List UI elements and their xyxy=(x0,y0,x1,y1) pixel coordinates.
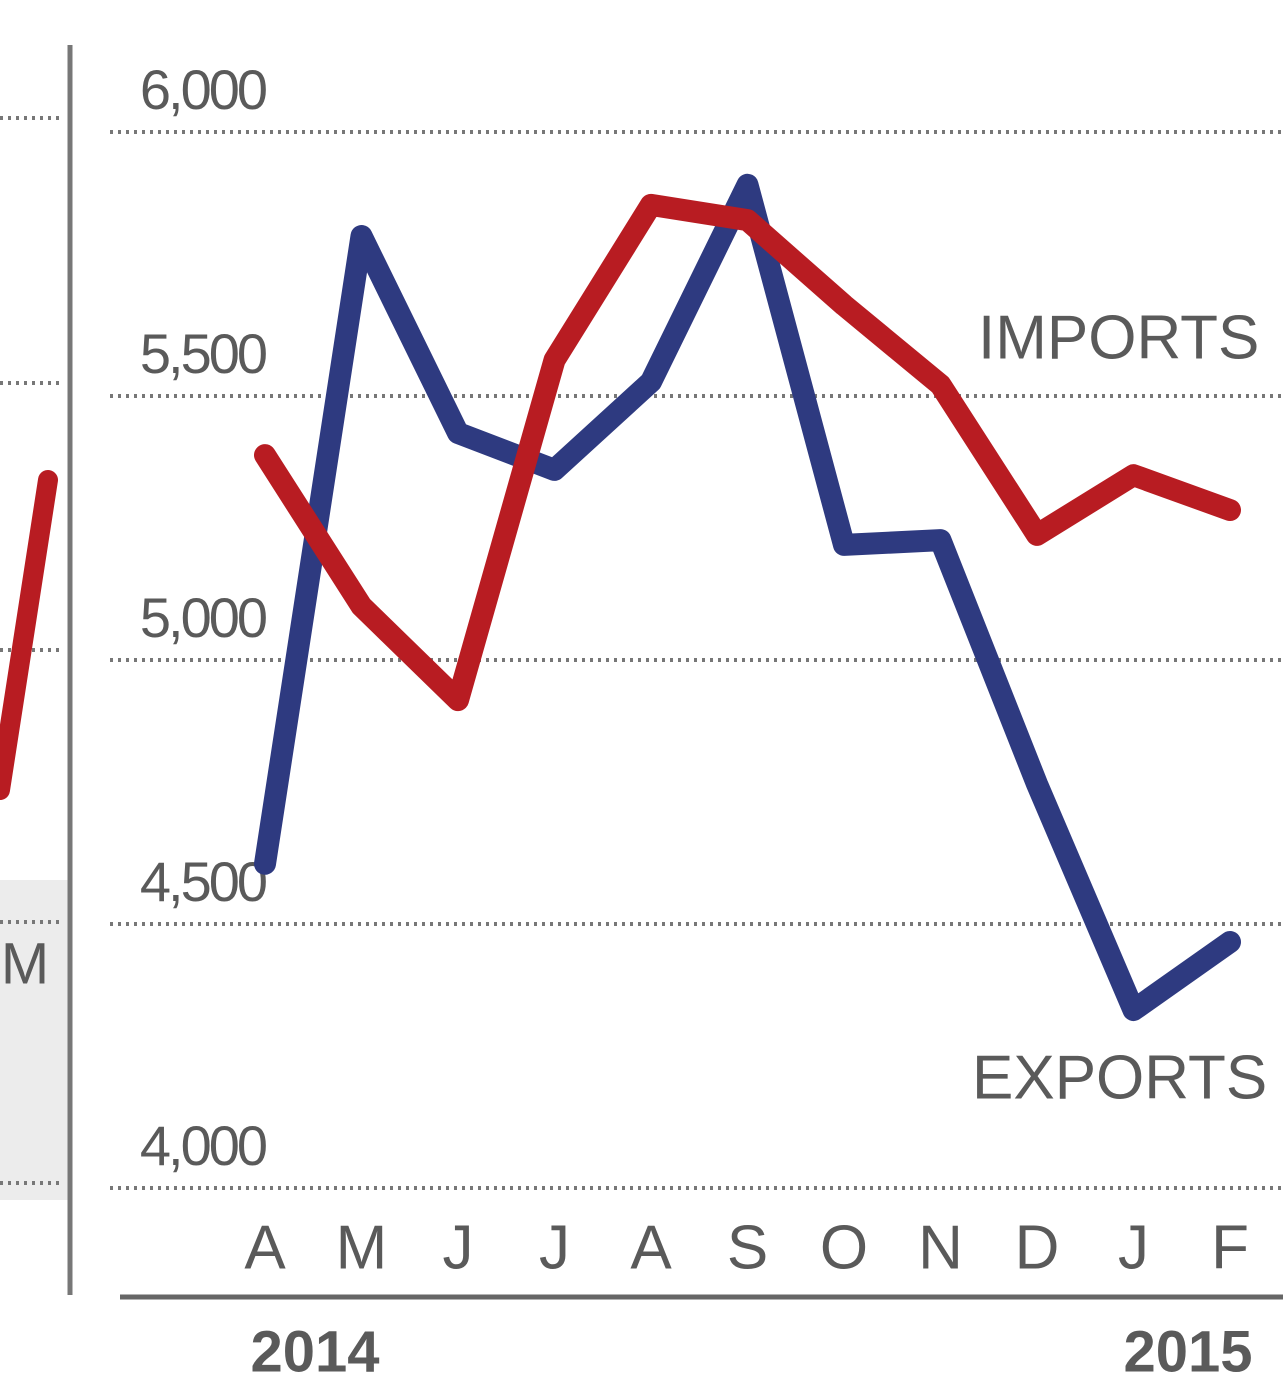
x-tick-label: F xyxy=(1211,1213,1249,1282)
y-tick-label: 6,000 xyxy=(140,58,266,121)
year-label: 2015 xyxy=(1123,1319,1252,1384)
x-tick-label: J xyxy=(443,1213,474,1282)
left-panel-line xyxy=(0,470,58,800)
left-panel-label: M xyxy=(1,931,49,996)
x-tick-label: J xyxy=(539,1213,570,1282)
x-tick-label: M xyxy=(336,1213,388,1282)
series-line xyxy=(254,193,1241,712)
y-tick-label: 5,500 xyxy=(140,322,266,385)
y-tick-label: 5,000 xyxy=(140,586,266,649)
year-label: 2014 xyxy=(250,1319,379,1384)
x-tick-label: A xyxy=(630,1213,672,1282)
series-label: EXPORTS xyxy=(972,1043,1267,1112)
y-tick-label: 4,000 xyxy=(140,1114,266,1177)
x-tick-label: N xyxy=(918,1213,963,1282)
x-tick-label: D xyxy=(1015,1213,1060,1282)
x-tick-label: A xyxy=(244,1213,286,1282)
series-label: IMPORTS xyxy=(978,303,1259,372)
series-line xyxy=(254,173,1241,1022)
x-tick-label: J xyxy=(1118,1213,1149,1282)
left-panel-box xyxy=(0,880,72,1200)
x-tick-label: O xyxy=(820,1213,868,1282)
y-tick-label: 4,500 xyxy=(140,850,266,913)
x-tick-label: S xyxy=(727,1213,768,1282)
